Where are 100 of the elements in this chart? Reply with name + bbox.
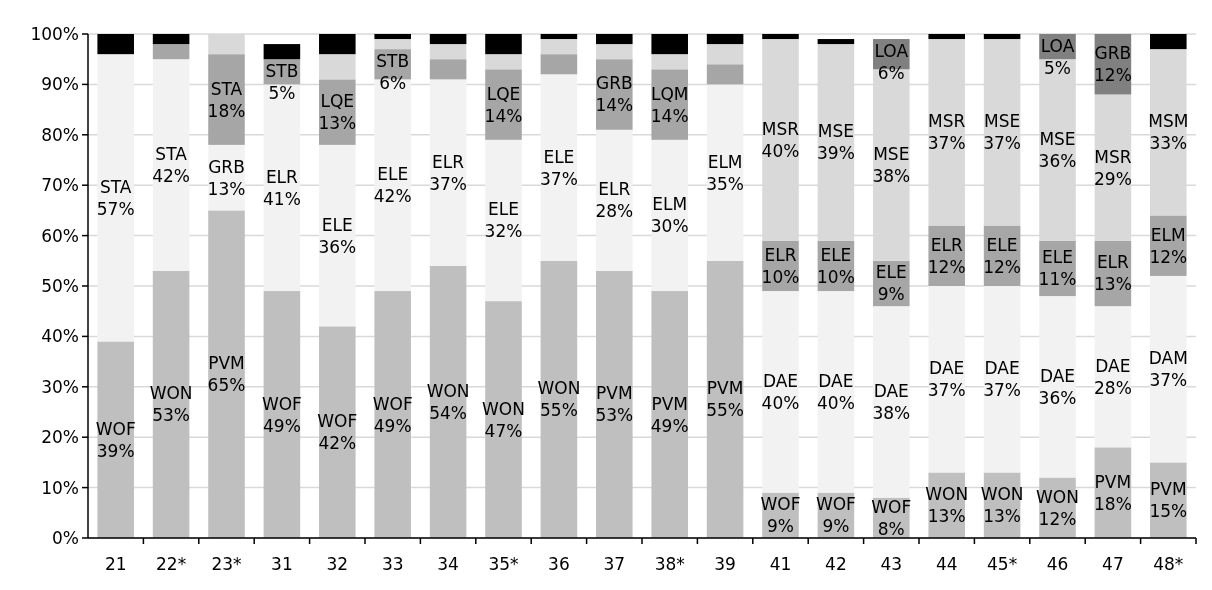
bar xyxy=(762,291,799,493)
data-label: LQE 14% xyxy=(484,83,523,126)
data-label: WON 55% xyxy=(537,378,581,421)
bar xyxy=(319,54,356,80)
x-tick-label: 47 xyxy=(1102,554,1124,574)
x-tick-label: 48* xyxy=(1153,554,1184,574)
bar xyxy=(374,291,411,538)
bar xyxy=(540,260,578,538)
x-tick-label: 22* xyxy=(156,554,187,574)
x-tick-label: 21 xyxy=(104,554,127,574)
bar xyxy=(485,54,522,70)
bar xyxy=(429,34,467,45)
data-label: WON 13% xyxy=(925,484,969,527)
y-tick-label: 60% xyxy=(41,225,79,246)
data-label: WOF 8% xyxy=(871,496,912,539)
data-label: ELR 37% xyxy=(429,151,467,194)
bar xyxy=(429,44,467,60)
y-tick-label: 10% xyxy=(41,477,79,498)
bar xyxy=(762,34,799,40)
x-tick-label: 35* xyxy=(488,554,519,574)
bar xyxy=(596,129,633,271)
data-label: ELE 36% xyxy=(318,214,357,257)
bar xyxy=(706,44,744,65)
data-label: DAE 36% xyxy=(1038,365,1077,408)
x-tick-label: 46 xyxy=(1046,554,1069,574)
data-label: LQM 14% xyxy=(650,83,689,126)
data-label: ELE 37% xyxy=(540,146,578,189)
bar xyxy=(983,286,1021,473)
bar xyxy=(596,34,633,45)
bar xyxy=(1150,275,1187,463)
bar xyxy=(263,44,301,60)
data-label: MSE 36% xyxy=(1038,128,1077,171)
data-label: WOF 39% xyxy=(95,418,136,461)
data-label: GRB 14% xyxy=(595,73,634,116)
x-tick-label: 36 xyxy=(548,554,570,574)
bar xyxy=(540,74,578,261)
bar xyxy=(540,39,578,55)
data-label: WOF 9% xyxy=(815,494,856,537)
bar xyxy=(485,139,522,302)
data-label: DAE 40% xyxy=(817,370,855,413)
x-tick-label: 45* xyxy=(987,554,1018,574)
y-tick-label: 30% xyxy=(41,376,79,397)
data-label: ELE 12% xyxy=(983,234,1021,277)
bar xyxy=(263,84,301,292)
bar xyxy=(706,64,744,85)
bar xyxy=(319,144,356,327)
y-tick-label: 40% xyxy=(41,326,79,347)
bar xyxy=(596,44,633,60)
data-label: WON 54% xyxy=(426,380,470,423)
bar xyxy=(152,34,190,45)
bar xyxy=(873,306,910,498)
data-label: WON 47% xyxy=(482,398,525,441)
bar xyxy=(429,265,467,538)
data-label: ELE 10% xyxy=(817,244,855,287)
data-label: PVM 55% xyxy=(706,378,744,421)
data-label: LOA 5% xyxy=(1040,36,1075,78)
data-label: DAE 38% xyxy=(872,380,911,423)
data-label: WOF 49% xyxy=(261,393,302,436)
data-label: ELE 11% xyxy=(1038,247,1077,290)
bar xyxy=(651,291,688,538)
data-label: ELR 12% xyxy=(927,234,966,277)
y-tick-label: 100% xyxy=(30,24,79,44)
data-label: WOF 42% xyxy=(317,411,358,454)
y-tick-label: 90% xyxy=(41,74,79,95)
data-label: PVM 18% xyxy=(1094,471,1132,514)
bar xyxy=(651,139,688,292)
x-tick-label: 33 xyxy=(381,554,404,574)
bar xyxy=(97,34,134,55)
data-label: WON 13% xyxy=(980,484,1024,527)
x-tick-label: 42 xyxy=(825,554,847,574)
data-label: MSM 33% xyxy=(1148,111,1189,154)
data-label: PVM 53% xyxy=(595,383,634,426)
data-label: PVM 15% xyxy=(1149,479,1188,522)
data-label: LQE 13% xyxy=(318,91,357,134)
data-label: STB 5% xyxy=(265,61,299,104)
data-label: ELR 28% xyxy=(595,179,634,222)
x-tick-label: 32 xyxy=(326,554,349,574)
bar xyxy=(651,34,688,55)
data-label: DAE 40% xyxy=(761,370,800,413)
bar xyxy=(1039,296,1076,478)
data-label: DAM 37% xyxy=(1148,348,1188,391)
bar xyxy=(97,54,134,342)
data-label: MSE 38% xyxy=(872,144,911,187)
bar xyxy=(374,34,411,40)
data-label: ELR 13% xyxy=(1094,252,1132,295)
data-label: DAE 37% xyxy=(927,358,966,401)
data-label: ELM 35% xyxy=(706,151,744,194)
data-label: MSR 29% xyxy=(1094,146,1132,189)
y-tick-label: 70% xyxy=(41,175,79,196)
bar xyxy=(928,34,965,40)
data-label: DAE 37% xyxy=(983,358,1021,401)
bar xyxy=(485,34,522,55)
data-label: ELE 32% xyxy=(484,199,523,242)
bar xyxy=(319,326,356,538)
bar xyxy=(596,270,633,538)
data-label: STA 57% xyxy=(96,176,135,219)
bar xyxy=(706,84,744,261)
y-tick-label: 0% xyxy=(52,528,79,548)
data-label: ELE 42% xyxy=(373,164,412,207)
bar xyxy=(983,34,1021,40)
